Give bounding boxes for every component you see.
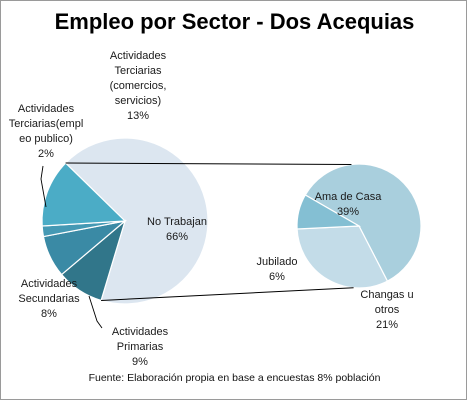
leader-line-primarias <box>88 295 103 329</box>
secondary-pie-slice-jubilado-2 <box>296 194 362 230</box>
slice-label-terciarias-publico-line: 2% <box>38 148 54 160</box>
slice-label-terciarias-comercios-line: Actividades <box>110 50 167 62</box>
chart-title: Empleo por Sector - Dos Acequias <box>54 9 415 34</box>
slice-label-terciarias-comercios-line: Terciarias <box>114 65 162 77</box>
connector-line-top <box>65 162 352 165</box>
slice-label-no-trabajan-line: 66% <box>166 231 188 243</box>
slice-label-ama-de-casa: Ama de Casa 39% <box>315 191 383 218</box>
slice-label-secundarias-line: Actividades <box>21 278 78 290</box>
slice-label-terciarias-comercios: Actividades Terciarias (comercios, servicio… <box>110 50 167 122</box>
slice-label-primarias-line: 9% <box>132 356 148 368</box>
slice-label-terciarias-comercios-line: servicios) <box>115 95 161 107</box>
slice-label-jubilado-line: 6% <box>269 271 285 283</box>
slice-label-changas-line: otros <box>375 304 400 316</box>
slice-label-jubilado-line: Jubilado <box>257 256 298 268</box>
slice-label-ama-de-casa-line: Ama de Casa <box>315 191 383 203</box>
connector-line-bottom <box>101 287 354 301</box>
chart-source-note: Fuente: Elaboración propia en base a enc… <box>88 372 381 384</box>
slice-label-no-trabajan-line: No Trabajan <box>147 216 207 228</box>
slice-label-terciarias-publico-line: eo publico) <box>19 133 73 145</box>
main-pie-slice-actividades-4 <box>41 162 127 227</box>
slice-label-no-trabajan: No Trabajan 66% <box>147 216 207 243</box>
slice-label-secundarias-line: Secundarias <box>18 293 80 305</box>
secondary-pie-slice-ama-de-casa-0 <box>304 163 422 282</box>
leader-line-terciarias-publico <box>40 165 47 208</box>
slice-label-terciarias-comercios-line: 13% <box>127 110 149 122</box>
slice-label-secundarias-line: 8% <box>41 308 57 320</box>
slice-label-terciarias-publico-line: Terciarias(empl <box>9 118 84 130</box>
main-pie-slice-no-trabajan-0 <box>64 137 209 305</box>
slice-label-terciarias-publico: Actividades Terciarias(empl eo publico) 2% <box>9 103 84 160</box>
slice-label-terciarias-publico-line: Actividades <box>18 103 75 115</box>
slice-label-primarias-line: Actividades <box>112 326 169 338</box>
slice-label-changas-line: Changas u <box>360 289 413 301</box>
slice-label-terciarias-comercios-line: (comercios, <box>110 80 167 92</box>
secondary-pie-slice-changas-u-1 <box>296 225 389 289</box>
slice-label-changas-line: 21% <box>376 319 398 331</box>
slice-label-ama-de-casa-line: 39% <box>337 206 359 218</box>
slice-label-changas: Changas u otros 21% <box>360 289 413 331</box>
slice-label-primarias: Actividades Primarias 9% <box>112 326 169 368</box>
slice-label-secundarias: Actividades Secundarias 8% <box>18 278 80 320</box>
slice-label-jubilado: Jubilado 6% <box>257 256 298 283</box>
slice-label-primarias-line: Primarias <box>117 341 164 353</box>
